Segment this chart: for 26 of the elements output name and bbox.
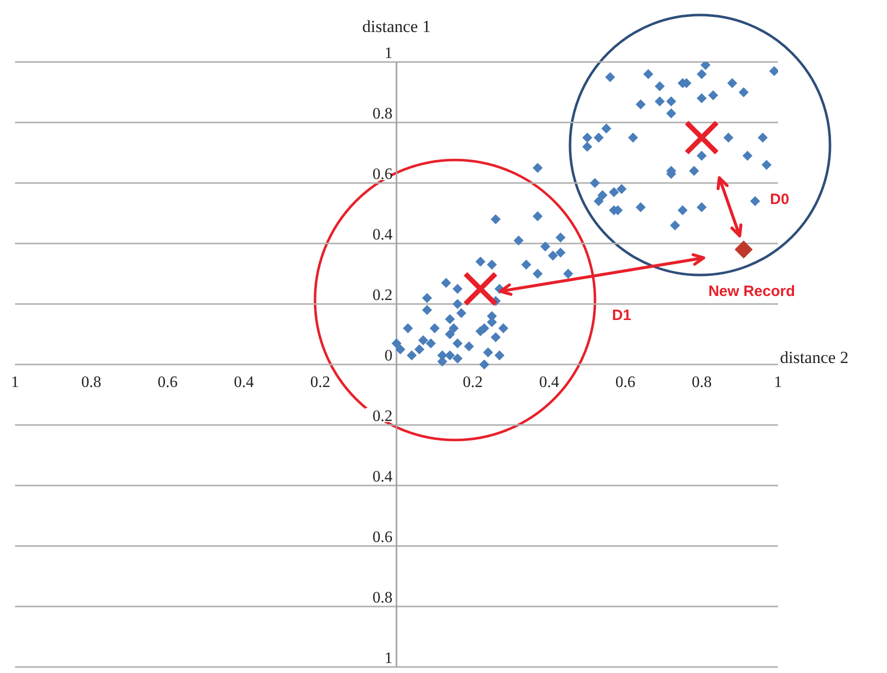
y-tick-label: 0: [384, 348, 392, 364]
x-tick-label: 1: [11, 374, 19, 391]
x-axis-title: distance 2: [780, 348, 848, 367]
y-tick-label: 0.2: [372, 408, 392, 425]
x-tick-label: 0.4: [234, 374, 254, 391]
y-axis-title: distance 1: [362, 17, 431, 36]
y-tick-label: 0.2: [372, 287, 392, 304]
x-tick-label: 0.4: [539, 374, 560, 391]
y-tick-label: 0.8: [372, 106, 392, 122]
y-tick-label: 0.8: [372, 590, 392, 606]
x-tick-label: 0.8: [81, 374, 102, 391]
x-tick-label: 0.2: [310, 374, 330, 391]
annotation: D1: [612, 307, 632, 324]
y-tick-label: 1: [384, 45, 392, 62]
x-tick-label: 0.6: [158, 374, 178, 391]
y-tick-label: 0.6: [372, 166, 392, 183]
x-tick-label: 0.8: [692, 374, 712, 391]
x-tick-label: 0.2: [462, 374, 483, 391]
annotation: New Record: [708, 282, 796, 300]
x-tick-label: 1: [774, 374, 782, 391]
y-tick-label: 0.4: [372, 468, 392, 486]
y-tick-label: 0.6: [372, 529, 392, 546]
x-tick-label: 0.6: [615, 374, 636, 391]
annotation: D0: [770, 191, 790, 208]
y-tick-label: 0.4: [372, 226, 392, 244]
y-tick-label: 1: [384, 650, 392, 667]
